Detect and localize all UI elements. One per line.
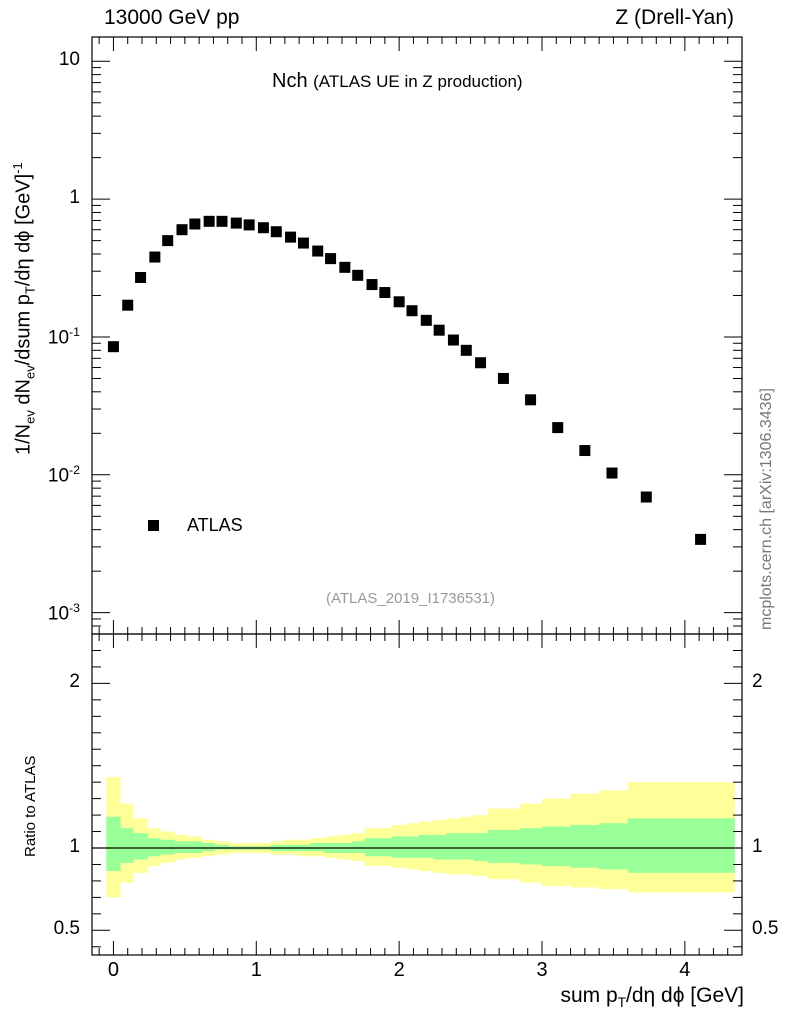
y-tick-label-ratio-left: 0.5: [53, 918, 80, 940]
x-axis-title: sum pT/dη dϕ [GeV]: [560, 984, 744, 1011]
header-process: Z (Drell-Yan): [615, 6, 734, 29]
ratio-panel-frame: [91, 633, 743, 956]
y-tick-label-ratio-right: 1: [752, 836, 763, 857]
data-point: [447, 334, 459, 346]
data-markers: [107, 215, 707, 545]
legend: [148, 520, 159, 531]
y-tick-label-main: 10-2: [47, 462, 80, 487]
x-tick-label: 3: [536, 959, 548, 981]
data-point: [420, 314, 432, 326]
data-point: [162, 235, 174, 247]
plot-title: Nch (ATLAS UE in Z production): [272, 70, 523, 93]
data-point: [107, 341, 119, 353]
data-point: [312, 245, 324, 257]
data-point: [325, 253, 337, 265]
y-tick-label-ratio-right: 0.5: [752, 918, 779, 940]
y-tick-label-ratio-left: 1: [69, 836, 80, 857]
data-point: [339, 261, 351, 273]
data-point: [243, 219, 255, 231]
data-point: [393, 296, 405, 308]
data-point: [475, 357, 487, 369]
legend-marker: [148, 520, 159, 531]
y-tick-label-main: 10-3: [47, 600, 80, 624]
plot-title-sub: (ATLAS UE in Z production): [313, 72, 523, 91]
data-point: [176, 224, 188, 236]
data-point: [379, 287, 391, 299]
ratio-band-green: [106, 816, 735, 873]
data-point: [189, 218, 201, 230]
y-tick-label-main: 10-1: [47, 324, 80, 349]
data-point: [525, 394, 537, 406]
data-point: [285, 231, 297, 243]
data-point: [606, 467, 618, 479]
data-point: [552, 422, 564, 434]
main-panel-frame: [91, 36, 743, 635]
y-tick-label-main: 10: [58, 49, 80, 71]
data-point: [497, 372, 509, 384]
axis-ticks: [92, 37, 742, 955]
data-point: [460, 344, 472, 356]
plot-title-main: Nch: [272, 70, 308, 92]
ratio-uncertainty-bands: [106, 777, 735, 898]
data-point: [352, 269, 364, 281]
data-point: [135, 271, 147, 283]
x-tick-label: 0: [107, 959, 119, 981]
data-point: [406, 305, 418, 317]
analysis-watermark: (ATLAS_2019_I1736531): [326, 590, 496, 607]
y-tick-label-ratio-left: 2: [69, 671, 80, 693]
data-point: [640, 491, 652, 503]
ratio-axis-title: Ratio to ATLAS: [22, 755, 39, 857]
x-tick-label: 4: [679, 959, 691, 981]
data-point: [230, 217, 242, 229]
x-tick-label: 1: [250, 959, 262, 981]
data-point: [270, 226, 282, 238]
y-axis-title: 1/Nev dNev/dsum pT/dη dϕ [GeV]-1: [10, 162, 38, 455]
data-point: [149, 251, 161, 263]
data-point: [579, 445, 591, 457]
data-point: [433, 324, 445, 336]
data-point: [366, 279, 378, 291]
y-tick-label-main: 1: [69, 187, 80, 209]
data-point: [257, 222, 269, 234]
data-point: [297, 237, 309, 249]
legend-label: ATLAS: [187, 515, 243, 535]
data-point: [216, 215, 228, 227]
data-point: [122, 299, 134, 311]
side-note: mcplots.cern.ch [arXiv:1306.3436]: [758, 388, 775, 630]
header-energy: 13000 GeV pp: [104, 6, 240, 29]
x-tick-label: 2: [393, 959, 405, 981]
data-point: [203, 215, 215, 227]
y-tick-label-ratio-right: 2: [752, 671, 763, 693]
panel-frames: [91, 36, 743, 956]
data-point: [695, 533, 707, 545]
